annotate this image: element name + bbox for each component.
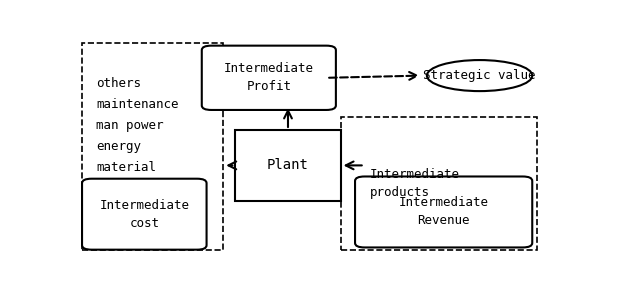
Text: material: material	[96, 161, 156, 174]
Bar	[82, 43, 223, 250]
Ellipse shape	[427, 60, 532, 91]
Text: Intermediate
products: Intermediate products	[370, 168, 459, 199]
Text: Intermediate
Revenue: Intermediate Revenue	[399, 196, 489, 228]
FancyBboxPatch shape	[355, 177, 532, 247]
Text: man power: man power	[96, 119, 164, 132]
Text: Plant: Plant	[267, 158, 309, 173]
Text: maintenance: maintenance	[96, 98, 179, 111]
Text: Intermediate
Profit: Intermediate Profit	[224, 62, 314, 93]
Text: Intermediate
cost: Intermediate cost	[99, 199, 189, 230]
Text: energy: energy	[96, 140, 142, 153]
FancyBboxPatch shape	[201, 46, 336, 110]
Bar	[235, 130, 341, 201]
FancyBboxPatch shape	[82, 179, 206, 250]
Text: others: others	[96, 77, 142, 90]
Text: Strategic value: Strategic value	[423, 69, 536, 82]
Bar	[341, 117, 537, 250]
